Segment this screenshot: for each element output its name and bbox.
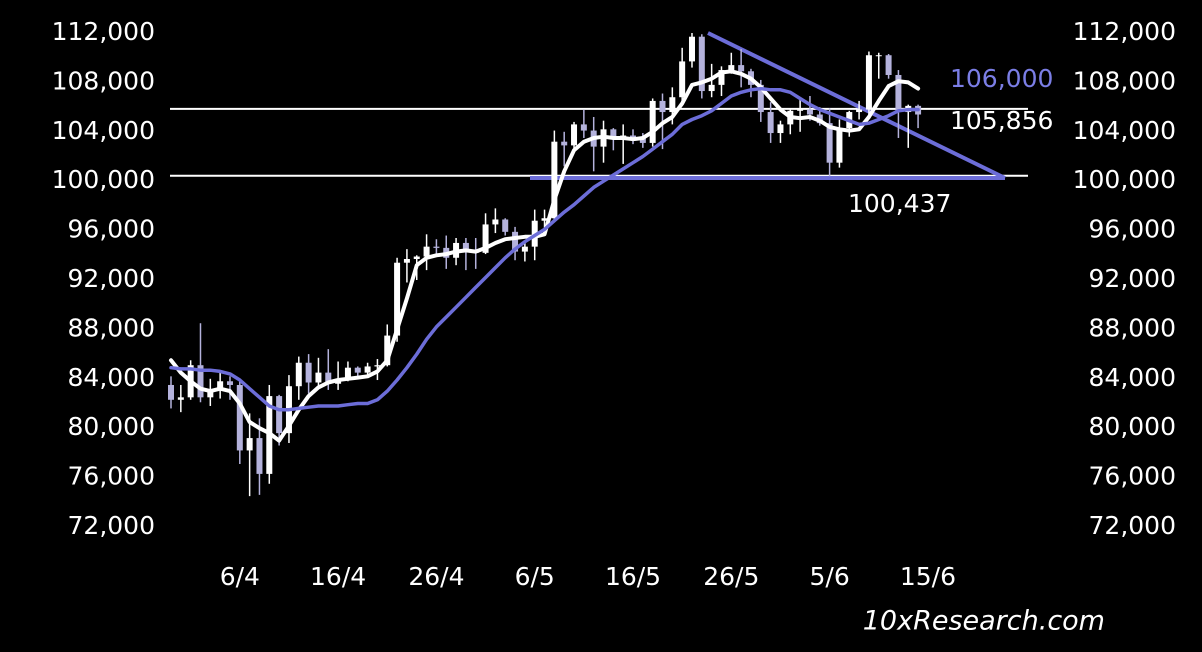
candle-body [639, 137, 646, 143]
candle-body [521, 246, 528, 252]
candle-body [708, 84, 715, 92]
x-tick-label: 6/4 [220, 562, 260, 591]
candle-body [757, 84, 764, 113]
candle-body [512, 231, 519, 252]
candle-body [797, 109, 804, 111]
y-tick-label: 76,000 [68, 462, 155, 491]
candle-body [462, 242, 469, 252]
candle-body [649, 100, 656, 143]
candle-body [276, 396, 283, 434]
y-tick-label: 100,000 [52, 165, 155, 194]
candle-body [571, 124, 578, 146]
candle-body [698, 36, 705, 92]
candle-body [610, 129, 617, 138]
candle-body [295, 362, 302, 387]
x-tick-label: 5/6 [809, 562, 849, 591]
candle-body [305, 362, 312, 383]
x-tick-label: 15/6 [900, 562, 956, 591]
candle-body [246, 438, 253, 451]
candle-body [354, 367, 361, 373]
candle-body [836, 128, 843, 163]
candle-body [502, 219, 509, 232]
candle-body [738, 65, 745, 72]
candle-body [679, 61, 686, 98]
candle-body [669, 97, 676, 113]
y2-tick-label: 100,000 [1073, 165, 1176, 194]
moving-average-line [169, 86, 920, 412]
candle-body [865, 55, 872, 110]
candle-body [688, 36, 695, 62]
y-tick-label: 84,000 [68, 363, 155, 392]
y-tick-label: 72,000 [68, 511, 155, 540]
candle-body [217, 381, 224, 390]
y-tick-label: 80,000 [68, 412, 155, 441]
y2-tick-label: 92,000 [1089, 264, 1176, 293]
candle-body [728, 65, 735, 71]
candle-body [875, 55, 882, 57]
candle-body [325, 372, 332, 384]
y2-tick-label: 80,000 [1089, 412, 1176, 441]
candle-body [226, 381, 233, 385]
x-tick-label: 26/4 [408, 562, 464, 591]
y2-tick-label: 72,000 [1089, 511, 1176, 540]
y-tick-label: 96,000 [68, 215, 155, 244]
moving-average-line [169, 69, 921, 443]
y-tick-label: 92,000 [68, 264, 155, 293]
annotation: 106,000 [950, 64, 1053, 93]
y-tick-label: 112,000 [52, 17, 155, 46]
candle-body [384, 335, 391, 366]
trend-line [707, 31, 1006, 180]
candle-body [856, 109, 863, 113]
candle-body [659, 100, 666, 113]
candle-body [826, 123, 833, 163]
candle-body [718, 70, 725, 85]
candle-body [806, 109, 813, 115]
candle-body [177, 397, 184, 400]
candle-body [580, 124, 587, 131]
x-tick-label: 16/4 [310, 562, 366, 591]
candle-body [885, 55, 892, 75]
candle-body [551, 141, 558, 219]
candle-body [767, 112, 774, 134]
y-tick-label: 104,000 [52, 116, 155, 145]
y-tick-label: 108,000 [52, 66, 155, 95]
candle-body [561, 141, 568, 146]
candle-body [413, 256, 420, 260]
y2-tick-label: 88,000 [1089, 313, 1176, 342]
candle-body [256, 438, 263, 474]
candle-body [541, 218, 548, 221]
y2-tick-label: 84,000 [1089, 363, 1176, 392]
y2-tick-label: 112,000 [1073, 17, 1176, 46]
y2-tick-label: 108,000 [1073, 66, 1176, 95]
candle-body [236, 384, 243, 451]
reference-label: 100,437 [848, 189, 951, 218]
y2-tick-label: 96,000 [1089, 215, 1176, 244]
candle-body [895, 74, 902, 113]
candle-body [364, 366, 371, 373]
candle-body [403, 259, 410, 263]
reference-label: 105,856 [950, 106, 1053, 135]
x-tick-label: 6/5 [515, 562, 555, 591]
y2-tick-label: 76,000 [1089, 462, 1176, 491]
candle-body [482, 224, 489, 253]
x-tick-label: 26/5 [703, 562, 759, 591]
candle-body [374, 365, 381, 367]
y2-tick-label: 104,000 [1073, 116, 1176, 145]
candle-body [344, 367, 351, 379]
candle-body [315, 372, 322, 383]
y-tick-label: 88,000 [68, 313, 155, 342]
candle-body [168, 384, 174, 400]
watermark: 10xResearch.com [863, 606, 1105, 637]
candle-body [423, 246, 430, 257]
candle-body [197, 365, 204, 398]
candle-body [207, 389, 214, 398]
candle-body [433, 246, 440, 248]
candle-body [630, 135, 637, 138]
candle-body [492, 219, 499, 225]
x-tick-label: 16/5 [605, 562, 661, 591]
candle-body [394, 262, 401, 336]
candle-body [777, 124, 784, 134]
